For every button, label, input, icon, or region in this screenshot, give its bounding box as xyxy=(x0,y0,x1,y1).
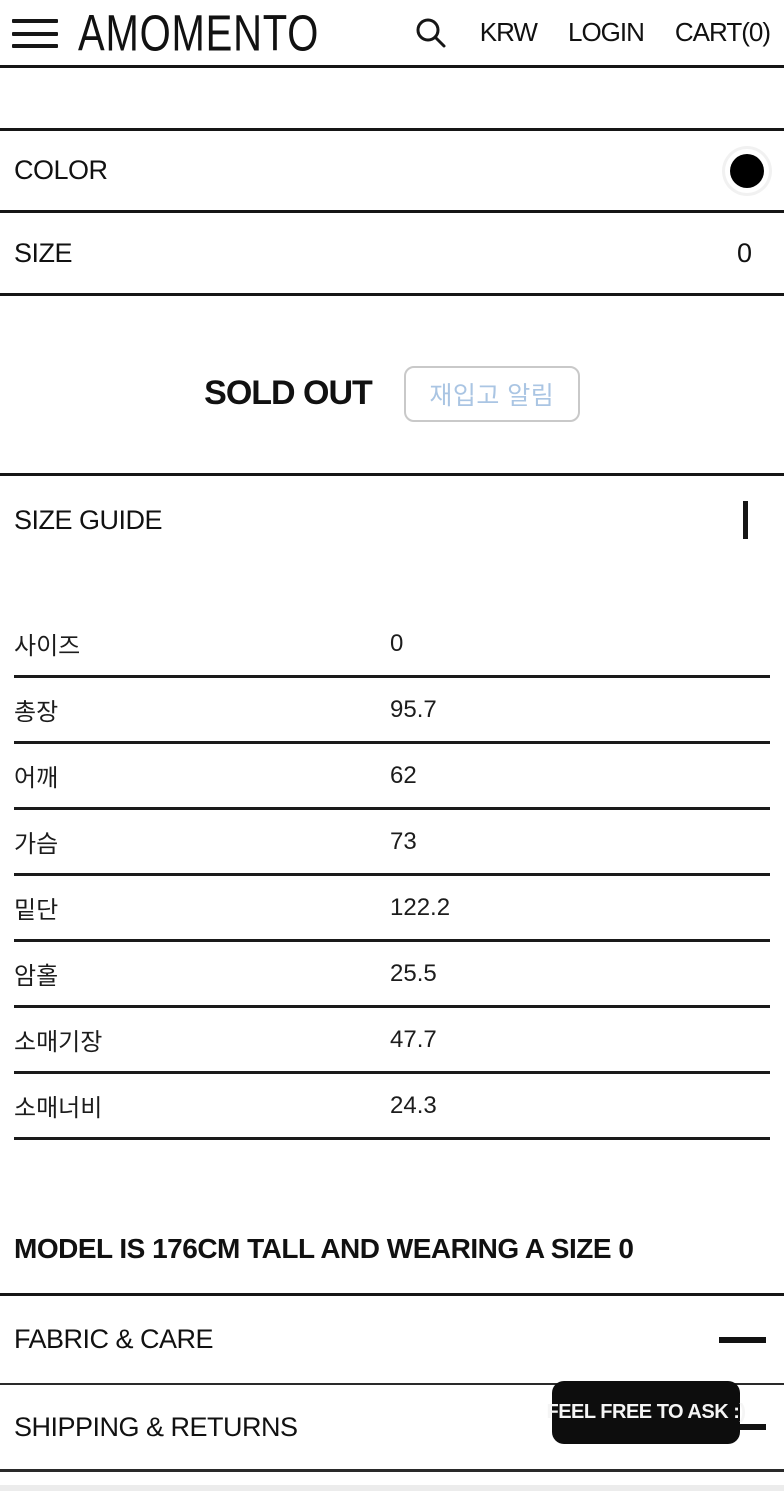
login-link[interactable]: LOGIN xyxy=(567,17,645,47)
minus-icon xyxy=(719,1424,766,1430)
row-value: 25.5 xyxy=(390,959,437,987)
row-value: 73 xyxy=(390,827,417,855)
row-value: 0 xyxy=(390,629,404,657)
cart-link[interactable]: CART(0) xyxy=(674,17,771,47)
restock-alert-button[interactable]: 재입고 알림 xyxy=(403,365,580,422)
currency-selector[interactable]: KRW xyxy=(479,17,538,47)
size-value[interactable]: 0 xyxy=(736,237,752,268)
size-guide-title: SIZE GUIDE xyxy=(14,504,163,535)
hamburger-bar xyxy=(12,44,58,48)
bottom-area xyxy=(0,1472,784,1500)
size-guide-table: 사이즈 0 총장 95.7 어깨 62 가슴 73 밑단 122.2 암홀 25… xyxy=(14,612,770,1140)
row-value: 62 xyxy=(390,761,417,789)
shipping-returns-label: SHIPPING & RETURNS xyxy=(14,1411,298,1442)
row-label: 어깨 xyxy=(14,765,59,792)
row-label: 밑단 xyxy=(14,897,59,924)
row-label: 총장 xyxy=(14,699,59,726)
table-row: 소매기장 47.7 xyxy=(14,1008,770,1074)
search-icon[interactable] xyxy=(413,15,449,51)
chat-widget-label: FEEL FREE TO ASK :) xyxy=(546,1401,746,1423)
header: AMOMENTO KRW LOGIN CART(0) xyxy=(0,0,784,68)
shipping-returns-accordion[interactable]: SHIPPING & RETURNS xyxy=(0,1385,784,1472)
size-label: SIZE xyxy=(14,237,73,268)
row-label: 소매너비 xyxy=(14,1095,103,1122)
sold-out-status: SOLD OUT xyxy=(204,374,373,412)
color-swatch-wrap xyxy=(730,153,764,188)
size-option-row: SIZE 0 xyxy=(0,213,784,296)
fabric-care-accordion[interactable]: FABRIC & CARE xyxy=(0,1296,784,1385)
table-row: 사이즈 0 xyxy=(14,612,770,678)
table-row: 밑단 122.2 xyxy=(14,876,770,942)
divider xyxy=(0,1485,784,1491)
chat-widget-button[interactable]: FEEL FREE TO ASK :) xyxy=(546,1381,746,1444)
spacer xyxy=(0,68,784,128)
row-value: 122.2 xyxy=(390,893,451,921)
color-swatch-black[interactable] xyxy=(730,153,764,188)
row-label: 소매기장 xyxy=(14,1029,103,1056)
table-row: 어깨 62 xyxy=(14,744,770,810)
row-value: 95.7 xyxy=(390,695,437,723)
row-label: 암홀 xyxy=(14,963,59,990)
fabric-care-label: FABRIC & CARE xyxy=(14,1324,214,1354)
hamburger-bar xyxy=(12,19,58,23)
table-row: 총장 95.7 xyxy=(14,678,770,744)
minus-icon xyxy=(719,1336,766,1343)
availability-section: SOLD OUT 재입고 알림 xyxy=(0,296,784,476)
table-row: 암홀 25.5 xyxy=(14,942,770,1008)
model-size-note: MODEL IS 176CM TALL AND WEARING A SIZE 0 xyxy=(0,1140,784,1296)
row-value: 24.3 xyxy=(390,1091,437,1119)
row-value: 47.7 xyxy=(390,1025,437,1053)
search-icon-glyph xyxy=(416,18,446,47)
color-option-row: COLOR xyxy=(0,128,784,213)
size-value-wrap: 0 xyxy=(737,238,752,269)
hamburger-bar xyxy=(12,31,58,36)
brand-logo[interactable]: AMOMENTO xyxy=(78,3,320,62)
hamburger-menu-icon[interactable] xyxy=(12,19,58,48)
row-label: 가슴 xyxy=(14,831,59,858)
collapse-bar-icon xyxy=(743,501,748,539)
color-label: COLOR xyxy=(14,155,108,185)
size-guide-accordion-header[interactable]: SIZE GUIDE xyxy=(0,476,784,558)
row-label: 사이즈 xyxy=(14,633,81,660)
table-row: 가슴 73 xyxy=(14,810,770,876)
header-nav: KRW LOGIN CART(0) xyxy=(413,15,771,51)
table-row: 소매너비 24.3 xyxy=(14,1074,770,1140)
